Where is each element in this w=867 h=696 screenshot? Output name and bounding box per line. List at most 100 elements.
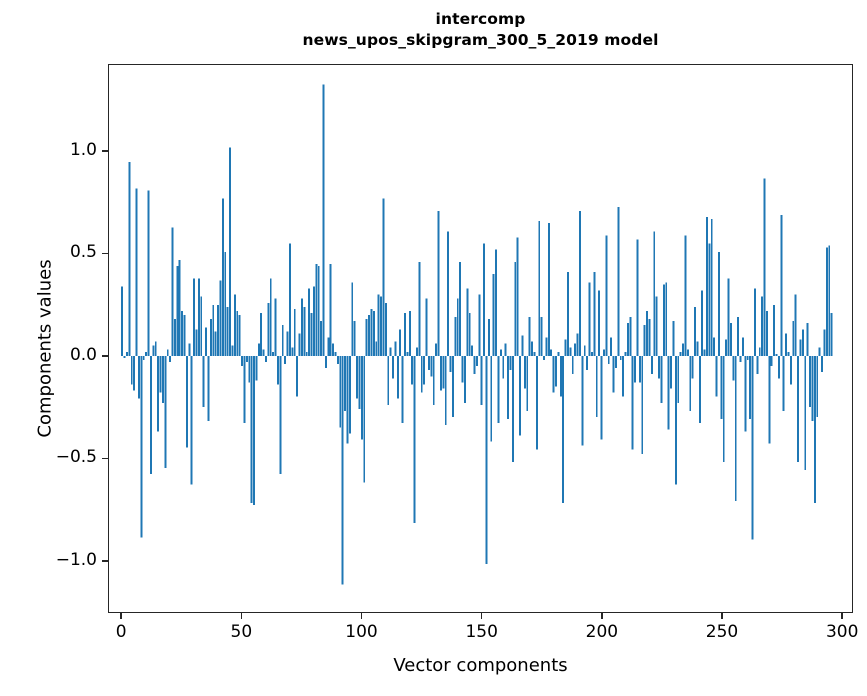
y-tick-label: 1.0: [69, 140, 97, 161]
bar: [190, 355, 193, 485]
bar: [324, 355, 327, 369]
bar: [504, 343, 507, 356]
bar: [828, 245, 831, 356]
bar: [284, 355, 287, 365]
bar: [751, 355, 754, 540]
bar: [260, 312, 263, 356]
bar: [806, 323, 809, 356]
bar: [655, 296, 658, 356]
bar: [602, 349, 605, 356]
bar: [202, 355, 205, 407]
bar: [533, 351, 536, 356]
bar: [497, 355, 500, 424]
bar: [336, 355, 339, 365]
bar: [253, 355, 255, 505]
bar: [756, 355, 759, 375]
bar: [142, 355, 145, 360]
bar: [677, 355, 680, 403]
bar: [710, 219, 713, 356]
bar: [598, 290, 601, 356]
bar: [629, 317, 632, 356]
bar: [279, 355, 282, 475]
bar: [650, 355, 653, 375]
bar: [207, 355, 210, 422]
bar: [454, 317, 457, 356]
bar: [197, 278, 200, 356]
bar: [626, 323, 629, 356]
bar: [495, 249, 498, 356]
bar: [567, 272, 569, 356]
y-tick-label: −1.0: [55, 549, 97, 570]
bar: [514, 261, 517, 356]
bar: [648, 319, 651, 356]
bar: [780, 215, 783, 356]
bar: [389, 347, 392, 356]
bar: [384, 302, 387, 356]
bar: [442, 355, 445, 389]
bar: [135, 188, 138, 356]
bar: [610, 337, 613, 356]
bar: [274, 298, 277, 356]
bar: [646, 310, 649, 356]
bar: [243, 355, 246, 424]
bar: [801, 329, 804, 356]
bar: [380, 296, 382, 356]
bar: [281, 325, 284, 356]
bar: [154, 341, 157, 356]
bar: [612, 355, 615, 393]
bar: [178, 259, 181, 356]
bar: [670, 355, 673, 389]
bar: [547, 223, 550, 356]
bar: [164, 355, 167, 469]
bar: [466, 288, 469, 356]
bar: [658, 355, 661, 379]
bar: [540, 317, 543, 356]
bar: [622, 355, 625, 397]
bar: [667, 355, 670, 430]
bar: [205, 327, 208, 356]
bar: [161, 355, 164, 403]
bar: [133, 355, 136, 391]
x-tick-label: 250: [705, 622, 739, 642]
bar: [238, 315, 241, 356]
bar: [121, 286, 124, 356]
bar: [799, 339, 802, 356]
bar: [564, 339, 567, 356]
bar: [456, 298, 459, 356]
bar: [181, 310, 184, 356]
bar: [682, 343, 684, 356]
bar: [166, 349, 169, 356]
bar: [765, 310, 768, 356]
bar: [396, 355, 399, 399]
bar: [763, 178, 766, 356]
bar: [214, 331, 217, 356]
bar: [358, 355, 361, 409]
bar: [679, 351, 682, 356]
bar: [590, 351, 593, 356]
bar: [459, 261, 462, 356]
bar: [526, 355, 529, 411]
bar: [478, 294, 481, 356]
bar: [320, 321, 323, 356]
y-tick-mark: [102, 559, 108, 562]
bar: [713, 337, 716, 356]
bar: [617, 206, 620, 356]
bar: [435, 343, 438, 356]
bar: [694, 306, 696, 356]
bar: [341, 355, 344, 585]
bar: [257, 343, 260, 356]
bar: [241, 355, 243, 367]
x-tick-label: 200: [585, 622, 619, 642]
bar: [473, 355, 476, 375]
x-tick-mark: [120, 613, 122, 619]
bar: [804, 355, 807, 471]
y-tick-mark: [102, 457, 108, 460]
bar: [288, 243, 291, 356]
bar: [375, 341, 378, 356]
bar: [583, 345, 586, 356]
bar: [140, 355, 143, 538]
bar: [209, 319, 212, 356]
bar: [272, 351, 275, 356]
bar: [701, 290, 704, 356]
bar: [485, 355, 488, 565]
